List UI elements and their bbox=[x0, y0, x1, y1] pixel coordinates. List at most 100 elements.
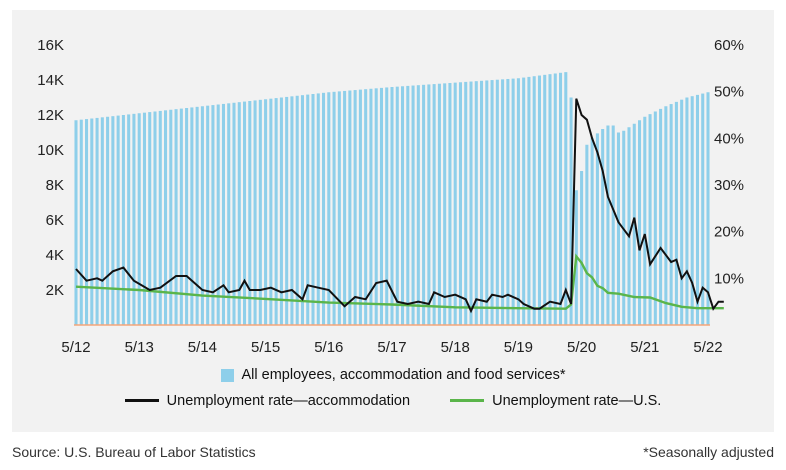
left-tick-label: 16K bbox=[37, 37, 64, 54]
employment-bar bbox=[643, 116, 647, 325]
employment-bar bbox=[401, 86, 405, 325]
left-tick-label: 2K bbox=[46, 282, 64, 299]
employment-bar bbox=[522, 77, 526, 325]
employment-bar bbox=[179, 108, 183, 325]
x-tick-label: 5/19 bbox=[504, 339, 533, 356]
employment-bar bbox=[490, 80, 494, 326]
employment-bar bbox=[616, 132, 620, 325]
employment-bar bbox=[216, 104, 220, 325]
left-axis: 16K 14K 12K 10K 8K 6K 4K 2K bbox=[37, 37, 64, 299]
employment-bar bbox=[243, 101, 247, 325]
employment-bar bbox=[132, 113, 136, 325]
x-tick-label: 5/14 bbox=[188, 339, 217, 356]
employment-bar bbox=[685, 97, 689, 325]
employment-bar bbox=[316, 93, 320, 326]
employment-bar bbox=[164, 110, 168, 325]
seasonal-note: *Seasonally adjusted bbox=[643, 444, 774, 460]
employment-bar bbox=[295, 95, 299, 325]
right-tick-label: 20% bbox=[714, 224, 744, 241]
employment-bar bbox=[348, 90, 352, 325]
employment-bar bbox=[290, 96, 294, 325]
employment-bar bbox=[701, 93, 705, 325]
employment-bar bbox=[453, 82, 457, 325]
x-tick-label: 5/20 bbox=[567, 339, 596, 356]
x-tick-label: 5/16 bbox=[314, 339, 343, 356]
employment-bar bbox=[395, 86, 399, 326]
employment-bar bbox=[85, 119, 89, 325]
x-tick-label: 5/18 bbox=[441, 339, 470, 356]
employment-bar bbox=[148, 112, 152, 325]
employment-bar bbox=[337, 91, 341, 325]
employment-bar bbox=[174, 109, 178, 326]
employment-bar bbox=[353, 90, 357, 325]
employment-bar bbox=[358, 89, 362, 325]
employment-bar bbox=[437, 83, 441, 325]
employment-bar bbox=[680, 99, 684, 325]
us-unemployment-line bbox=[75, 253, 724, 310]
employment-bar bbox=[432, 84, 436, 325]
employment-bar bbox=[153, 111, 157, 325]
employment-bar bbox=[580, 171, 584, 325]
employment-bar bbox=[390, 87, 394, 325]
employment-bar bbox=[100, 117, 104, 325]
employment-bar bbox=[606, 125, 610, 325]
right-tick-label: 50% bbox=[714, 84, 744, 101]
right-axis: 60% 50% 40% 30% 20% 10% bbox=[714, 37, 744, 287]
employment-bar bbox=[306, 94, 310, 325]
employment-bar bbox=[158, 110, 162, 326]
employment-bar bbox=[111, 116, 115, 326]
employment-bar bbox=[501, 79, 505, 325]
legend-label-employees: All employees, accommodation and food se… bbox=[241, 367, 566, 383]
employment-bar bbox=[79, 119, 83, 326]
employment-bar bbox=[211, 105, 215, 325]
employment-bar bbox=[221, 103, 225, 326]
employment-bar bbox=[690, 96, 694, 325]
employment-bar bbox=[464, 81, 468, 325]
right-tick-label: 30% bbox=[714, 177, 744, 194]
employment-bar bbox=[443, 83, 447, 326]
employment-bar bbox=[638, 120, 642, 325]
employment-bar bbox=[311, 94, 315, 325]
x-tick-label: 5/12 bbox=[61, 339, 90, 356]
left-tick-label: 4K bbox=[46, 247, 64, 264]
legend-item-accommodation: Unemployment rate—accommodation bbox=[124, 393, 410, 409]
employment-bar bbox=[664, 106, 668, 325]
right-tick-label: 40% bbox=[714, 130, 744, 147]
x-tick-label: 5/17 bbox=[377, 339, 406, 356]
employment-bar bbox=[559, 72, 563, 325]
employment-bar bbox=[648, 114, 652, 325]
employment-bar bbox=[322, 92, 326, 325]
employment-bar bbox=[364, 89, 368, 325]
employment-bar bbox=[264, 99, 268, 325]
employment-bar bbox=[248, 101, 252, 325]
employment-bar bbox=[695, 94, 699, 325]
employment-bar bbox=[190, 107, 194, 326]
left-tick-label: 10K bbox=[37, 142, 64, 159]
chart-panel: 16K 14K 12K 10K 8K 6K 4K 2K 60% 50% 40% 30% 20% 10% … bbox=[12, 10, 774, 432]
employment-bar bbox=[74, 120, 78, 325]
employment-bar bbox=[480, 80, 484, 325]
employment-bar bbox=[90, 118, 94, 325]
employment-bar bbox=[627, 127, 631, 325]
employment-bar bbox=[258, 99, 262, 325]
accommodation-unemployment-line bbox=[75, 98, 724, 314]
employment-bar bbox=[379, 87, 383, 325]
left-tick-label: 14K bbox=[37, 72, 64, 89]
employment-bar bbox=[653, 111, 657, 325]
x-tick-label: 5/21 bbox=[630, 339, 659, 356]
legend-label-us: Unemployment rate—U.S. bbox=[492, 392, 662, 409]
employment-bar bbox=[185, 108, 189, 325]
x-tick-label: 5/13 bbox=[125, 339, 154, 356]
left-tick-label: 6K bbox=[46, 212, 64, 229]
employment-bar bbox=[232, 102, 236, 325]
employment-bar bbox=[106, 116, 110, 325]
employment-bar bbox=[127, 114, 131, 326]
legend-item-employees: All employees, accommodation and food se… bbox=[220, 367, 566, 383]
employment-bar bbox=[553, 73, 557, 325]
legend-item-us: Unemployment rate—U.S. bbox=[450, 393, 661, 409]
employment-bar bbox=[469, 81, 473, 325]
employment-bar bbox=[274, 98, 278, 325]
right-tick-label: 60% bbox=[714, 37, 744, 54]
employment-bar bbox=[611, 125, 615, 325]
employment-bar bbox=[300, 95, 304, 326]
